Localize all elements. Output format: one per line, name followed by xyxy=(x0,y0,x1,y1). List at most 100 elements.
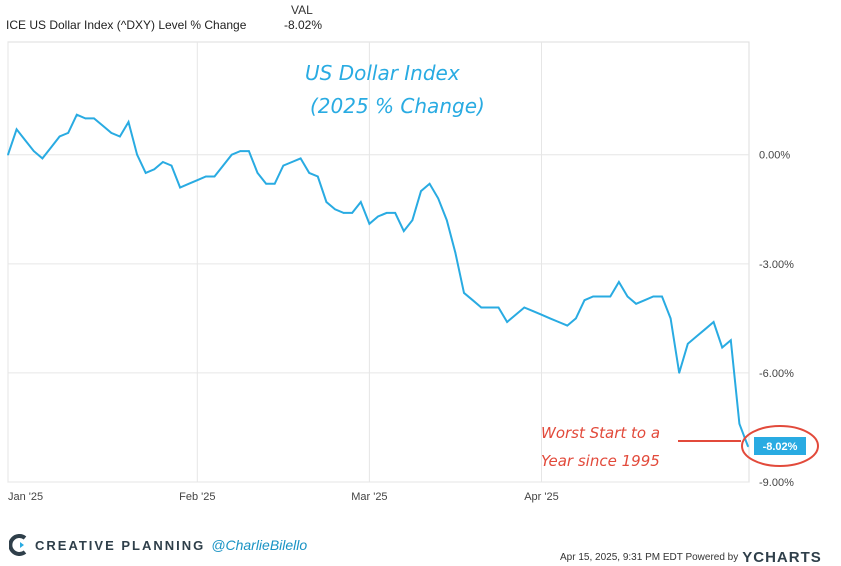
data-point xyxy=(110,132,113,134)
data-point xyxy=(179,186,181,189)
data-point xyxy=(712,321,715,323)
data-point xyxy=(394,212,397,214)
y-axis-labels: 0.00% -3.00% -6.00% -9.00% xyxy=(759,150,794,489)
legend-series-value: -8.02% xyxy=(284,18,323,32)
data-point xyxy=(213,175,216,178)
data-point xyxy=(506,321,508,323)
footer-credit: Apr 15, 2025, 9:31 PM EDT Powered by YCH… xyxy=(560,549,822,566)
author-handle: @CharlieBilello xyxy=(211,537,308,553)
data-point xyxy=(265,183,267,185)
data-point xyxy=(317,175,319,178)
annotation-line-1: Worst Start to a xyxy=(541,424,660,442)
data-point xyxy=(127,121,130,123)
data-point xyxy=(738,423,741,425)
data-point xyxy=(549,317,551,320)
data-point xyxy=(446,219,448,221)
data-point xyxy=(403,230,405,232)
data-point xyxy=(230,153,233,156)
legend-header: VAL xyxy=(291,3,313,17)
footer-timestamp: Apr 15, 2025, 9:31 PM EDT Powered by xyxy=(560,552,739,563)
data-point xyxy=(67,132,69,134)
data-point xyxy=(471,299,474,302)
data-point xyxy=(205,175,207,178)
data-point xyxy=(695,335,698,338)
data-point xyxy=(239,150,242,152)
data-point xyxy=(540,313,543,316)
data-point xyxy=(592,295,594,298)
data-point xyxy=(342,212,345,214)
data-point xyxy=(308,172,311,174)
data-point xyxy=(33,150,35,152)
x-tick-label: Mar '25 xyxy=(351,491,387,503)
data-point xyxy=(704,328,706,331)
data-point xyxy=(626,295,629,298)
data-point xyxy=(222,164,224,167)
data-point xyxy=(385,212,388,214)
data-point xyxy=(480,306,483,309)
data-point xyxy=(119,135,121,138)
legend-series-name: ICE US Dollar Index (^DXY) Level % Chang… xyxy=(6,18,247,32)
data-point xyxy=(24,139,27,141)
grid-lines xyxy=(7,42,749,483)
x-tick-label: Apr '25 xyxy=(524,491,559,503)
creative-planning-logo: CREATIVE PLANNING @CharlieBilello xyxy=(9,534,307,556)
data-point xyxy=(256,172,259,174)
data-point xyxy=(41,157,44,160)
data-point xyxy=(299,157,302,160)
data-point xyxy=(187,183,190,185)
y-tick-label: 0.00% xyxy=(759,150,790,162)
creative-planning-mark-icon xyxy=(9,534,27,556)
data-point xyxy=(351,212,354,214)
data-point xyxy=(618,281,620,283)
y-tick-label: -3.00% xyxy=(759,259,794,271)
data-point xyxy=(463,292,465,294)
data-point xyxy=(489,306,491,309)
chart-title: US Dollar Index xyxy=(305,61,460,85)
data-point xyxy=(368,223,371,225)
data-point xyxy=(557,321,560,323)
data-point xyxy=(325,201,328,203)
data-point xyxy=(454,252,457,254)
x-tick-label: Jan '25 xyxy=(8,491,43,503)
y-tick-label: -6.00% xyxy=(759,368,794,380)
data-point xyxy=(428,183,431,185)
data-point xyxy=(661,295,663,298)
data-point xyxy=(566,324,569,327)
data-point xyxy=(101,124,104,127)
data-point xyxy=(437,197,440,200)
data-point xyxy=(747,445,749,448)
data-point xyxy=(721,346,723,349)
data-point xyxy=(15,128,18,131)
data-point xyxy=(643,299,646,302)
data-point xyxy=(523,306,526,309)
data-point xyxy=(635,303,637,305)
data-point xyxy=(58,135,61,138)
data-point xyxy=(170,164,173,167)
data-point xyxy=(248,150,250,152)
data-point xyxy=(50,146,52,149)
data-point xyxy=(273,183,276,185)
series-line xyxy=(7,113,749,447)
x-tick-label: Feb '25 xyxy=(179,491,215,503)
data-point xyxy=(377,215,379,218)
data-point xyxy=(144,172,147,174)
data-point xyxy=(678,372,680,374)
y-tick-label: -9.00% xyxy=(759,477,794,489)
data-point xyxy=(609,295,612,298)
ycharts-logo: YCHARTS xyxy=(742,549,822,566)
data-point xyxy=(334,208,336,211)
annotation-line-2: Year since 1995 xyxy=(541,452,660,470)
end-value-badge-box xyxy=(754,437,806,455)
data-point xyxy=(583,299,586,302)
data-point xyxy=(652,295,655,298)
data-point xyxy=(282,164,285,167)
annotation-circle xyxy=(741,425,819,467)
data-point xyxy=(153,168,156,171)
data-point xyxy=(84,117,87,120)
data-point xyxy=(162,161,164,163)
data-point xyxy=(411,219,414,221)
x-axis-labels: Jan '25 Feb '25 Mar '25 Apr '25 xyxy=(8,491,559,503)
data-point xyxy=(420,190,422,192)
logo-text: CREATIVE PLANNING xyxy=(35,537,206,553)
data-point xyxy=(76,113,78,116)
